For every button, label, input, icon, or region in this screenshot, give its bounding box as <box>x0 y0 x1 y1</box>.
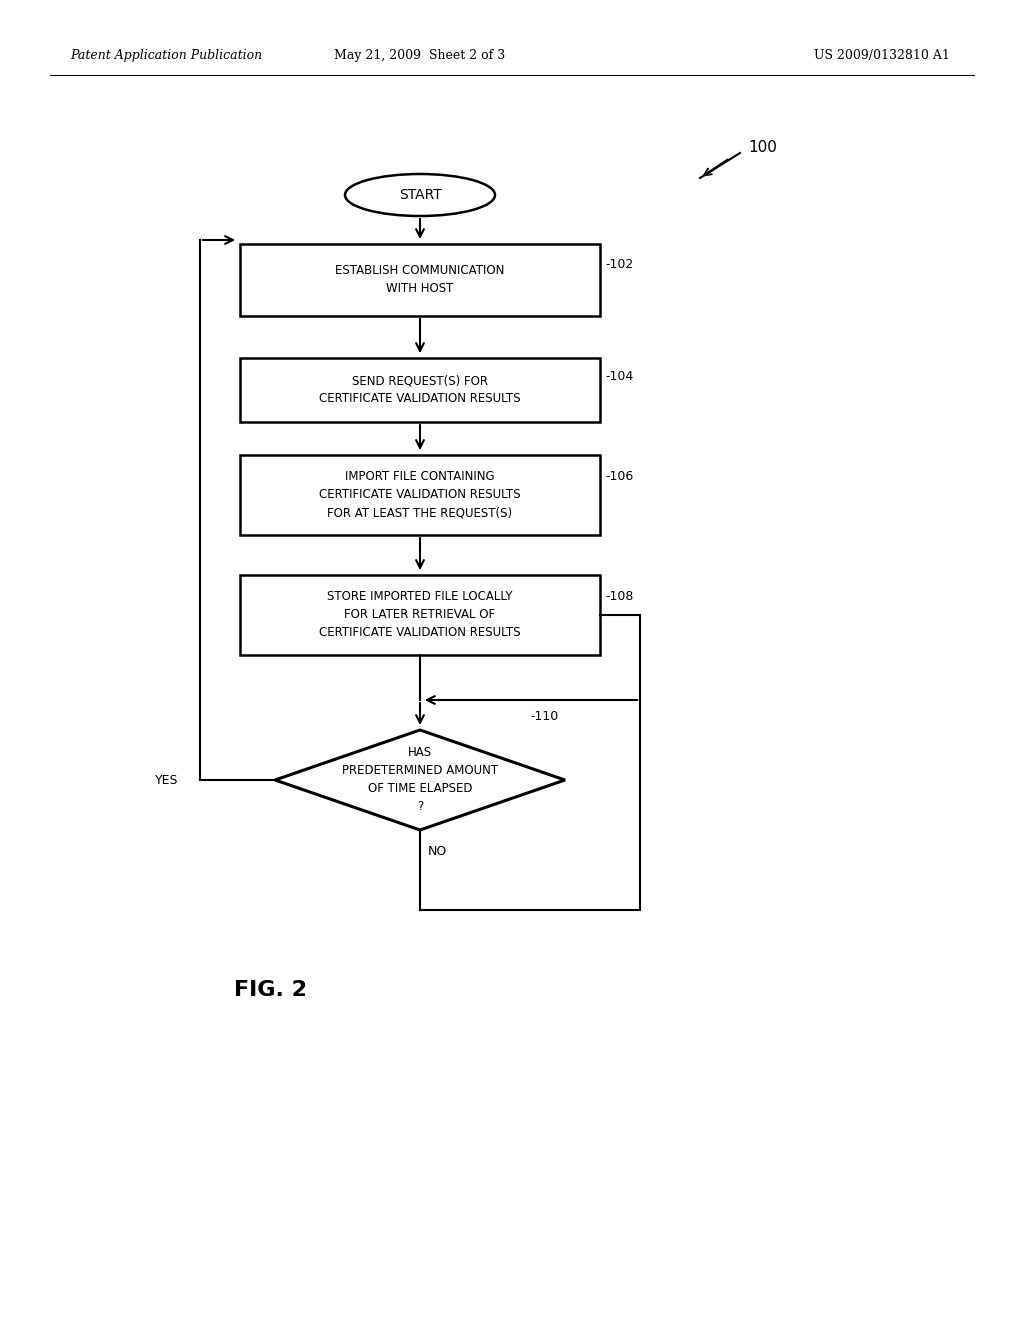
Bar <box>240 576 600 655</box>
Bar <box>240 244 600 315</box>
Text: US 2009/0132810 A1: US 2009/0132810 A1 <box>814 49 950 62</box>
Text: -106: -106 <box>605 470 633 483</box>
Text: SEND REQUEST(S) FOR
CERTIFICATE VALIDATION RESULTS: SEND REQUEST(S) FOR CERTIFICATE VALIDATI… <box>319 375 521 405</box>
Text: STORE IMPORTED FILE LOCALLY
FOR LATER RETRIEVAL OF
CERTIFICATE VALIDATION RESULT: STORE IMPORTED FILE LOCALLY FOR LATER RE… <box>319 590 521 639</box>
Ellipse shape <box>345 174 495 216</box>
Text: -110: -110 <box>530 710 558 723</box>
Text: May 21, 2009  Sheet 2 of 3: May 21, 2009 Sheet 2 of 3 <box>335 49 506 62</box>
Text: -102: -102 <box>605 257 633 271</box>
Text: -104: -104 <box>605 370 633 383</box>
Text: IMPORT FILE CONTAINING
CERTIFICATE VALIDATION RESULTS
FOR AT LEAST THE REQUEST(S: IMPORT FILE CONTAINING CERTIFICATE VALID… <box>319 470 521 520</box>
Bar <box>240 358 600 422</box>
Text: 100: 100 <box>748 140 777 156</box>
Text: -108: -108 <box>605 590 634 603</box>
Text: HAS
PREDETERMINED AMOUNT
OF TIME ELAPSED
?: HAS PREDETERMINED AMOUNT OF TIME ELAPSED… <box>342 747 498 813</box>
Text: ESTABLISH COMMUNICATION
WITH HOST: ESTABLISH COMMUNICATION WITH HOST <box>335 264 505 296</box>
Text: FIG. 2: FIG. 2 <box>233 979 306 1001</box>
Bar <box>240 455 600 535</box>
Text: START: START <box>398 187 441 202</box>
Text: YES: YES <box>155 774 178 787</box>
Text: Patent Application Publication: Patent Application Publication <box>70 49 262 62</box>
Polygon shape <box>275 730 565 830</box>
Text: NO: NO <box>428 845 447 858</box>
